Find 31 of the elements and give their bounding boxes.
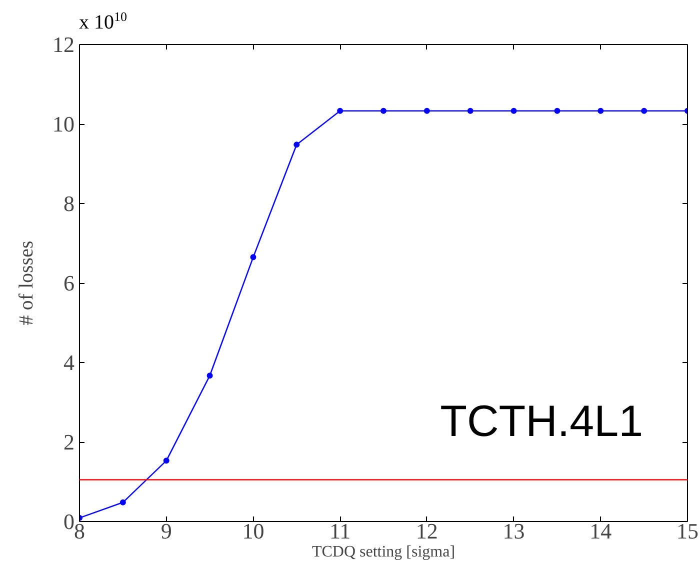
point [337, 108, 344, 114]
point [163, 458, 170, 464]
point [206, 372, 213, 379]
x-tick-label: 11 [329, 518, 351, 544]
x-tick-label: 15 [676, 518, 698, 544]
point [250, 254, 256, 260]
x-tick-label: 14 [590, 518, 612, 544]
point [380, 108, 386, 114]
y-axis-title: # of losses [16, 240, 38, 326]
y-tick-label: 2 [64, 430, 74, 454]
point [554, 108, 560, 114]
point [598, 108, 604, 114]
x-axis-title: TCDQ setting [sigma] [312, 544, 456, 560]
y-tick-label: 8 [64, 191, 74, 216]
point [294, 142, 300, 148]
point [467, 108, 474, 114]
annotation: TCTH.4L1 [440, 396, 644, 446]
point [120, 499, 126, 506]
text: x 10$^{10}$ [79, 8, 127, 36]
point [641, 108, 648, 114]
y-tick-label: 10 [52, 112, 74, 136]
x-tick-label: 12 [416, 518, 438, 544]
x-tick-label: 13 [502, 518, 525, 544]
point [510, 108, 517, 114]
y-tick-label: 0 [64, 509, 74, 534]
y-tick-label: 6 [64, 270, 74, 296]
point [424, 108, 430, 114]
x-tick-label: 10 [242, 518, 264, 544]
y-tick-label: 12 [52, 32, 74, 57]
x-tick-label: 9 [160, 518, 172, 544]
y-tick-label: 4 [64, 350, 74, 375]
